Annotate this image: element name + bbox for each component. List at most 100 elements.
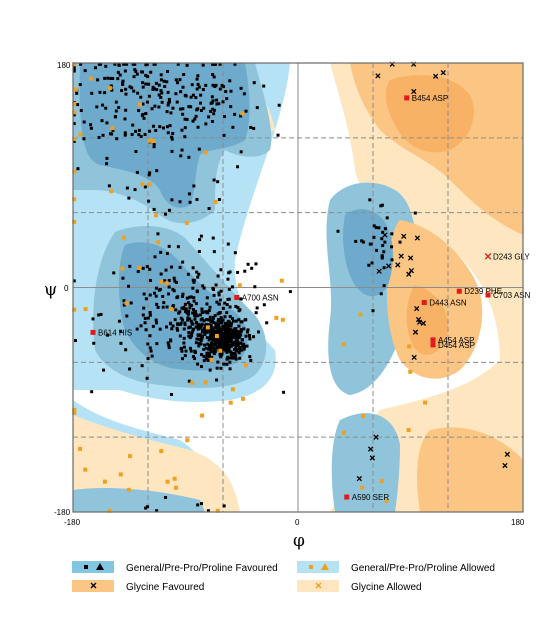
allowed-point xyxy=(137,265,142,270)
data-point xyxy=(202,359,206,363)
data-point xyxy=(207,338,211,342)
data-point xyxy=(226,277,230,281)
data-point xyxy=(207,354,211,358)
data-point xyxy=(246,328,250,332)
data-point xyxy=(141,266,145,270)
data-point xyxy=(199,364,203,368)
data-point xyxy=(144,297,148,301)
data-point xyxy=(170,149,174,153)
data-point xyxy=(237,332,241,336)
data-point xyxy=(221,100,225,104)
data-point xyxy=(230,317,234,321)
data-point xyxy=(187,105,191,109)
glycine-point xyxy=(504,451,510,458)
data-point xyxy=(182,345,186,349)
data-point xyxy=(164,268,168,272)
data-point xyxy=(193,310,197,314)
data-point xyxy=(231,356,235,360)
data-point xyxy=(164,325,168,329)
data-point xyxy=(144,111,148,115)
allowed-point xyxy=(72,197,77,202)
data-point xyxy=(173,318,177,322)
data-point xyxy=(368,242,372,246)
data-point xyxy=(161,126,165,130)
data-point xyxy=(124,108,128,112)
data-point xyxy=(146,356,150,360)
data-point xyxy=(199,234,203,238)
data-point xyxy=(194,325,198,329)
data-point xyxy=(114,100,118,104)
allowed-point xyxy=(128,454,133,459)
data-point xyxy=(210,319,214,323)
data-point xyxy=(224,328,228,332)
legend-label-glycine-allowed: Glycine Allowed xyxy=(351,582,422,593)
data-point xyxy=(228,315,232,319)
data-point xyxy=(135,72,139,76)
data-point xyxy=(209,326,213,330)
data-point xyxy=(212,112,216,116)
data-point xyxy=(224,331,228,335)
data-point xyxy=(215,98,219,102)
data-point xyxy=(229,340,233,344)
data-point xyxy=(209,109,213,113)
data-point xyxy=(226,323,230,327)
data-point xyxy=(380,203,384,207)
data-point xyxy=(149,278,153,282)
data-point xyxy=(194,114,198,118)
data-point xyxy=(191,278,195,282)
data-point xyxy=(167,208,171,212)
x-tick-middle: 0 xyxy=(295,518,300,527)
data-point xyxy=(236,340,240,344)
data-point xyxy=(89,126,93,130)
data-point xyxy=(186,316,190,320)
data-point xyxy=(158,125,162,129)
glycine-point xyxy=(415,316,422,323)
data-point xyxy=(154,286,158,290)
data-point xyxy=(191,286,195,290)
data-point xyxy=(227,347,231,351)
legend: General/Pre-Pro/Proline Favoured General… xyxy=(72,561,495,593)
glycine-point xyxy=(420,320,427,326)
data-point xyxy=(229,105,233,109)
data-point xyxy=(159,73,163,77)
data-point xyxy=(151,124,155,128)
data-point xyxy=(168,100,172,104)
data-point xyxy=(106,333,110,337)
data-point xyxy=(186,272,190,276)
data-point xyxy=(156,232,160,236)
data-point xyxy=(135,327,139,331)
data-point xyxy=(136,91,140,95)
data-point xyxy=(231,328,235,332)
data-point xyxy=(234,304,238,308)
data-point xyxy=(136,270,140,274)
data-point xyxy=(76,167,80,171)
data-point xyxy=(207,352,211,356)
data-point xyxy=(146,505,150,509)
data-point xyxy=(214,343,218,347)
data-point xyxy=(223,322,227,326)
data-point xyxy=(121,81,125,85)
data-point xyxy=(178,78,182,82)
glycine-point xyxy=(376,268,382,274)
data-point xyxy=(165,305,169,309)
data-point xyxy=(222,337,226,341)
outlier-marker xyxy=(234,294,240,300)
data-point xyxy=(122,299,126,303)
data-point xyxy=(195,337,199,341)
data-point xyxy=(217,323,221,327)
data-point xyxy=(182,327,186,331)
data-point xyxy=(236,335,240,339)
data-point xyxy=(242,92,246,96)
data-point xyxy=(165,110,169,114)
data-point xyxy=(132,89,136,93)
allowed-point xyxy=(213,200,218,205)
data-point xyxy=(187,155,191,159)
data-point xyxy=(183,126,187,130)
data-point xyxy=(217,302,221,306)
data-point xyxy=(180,349,184,353)
data-point xyxy=(166,90,170,94)
allowed-point xyxy=(154,213,159,218)
data-point xyxy=(209,323,213,327)
data-point xyxy=(255,306,259,310)
data-point xyxy=(100,119,104,123)
